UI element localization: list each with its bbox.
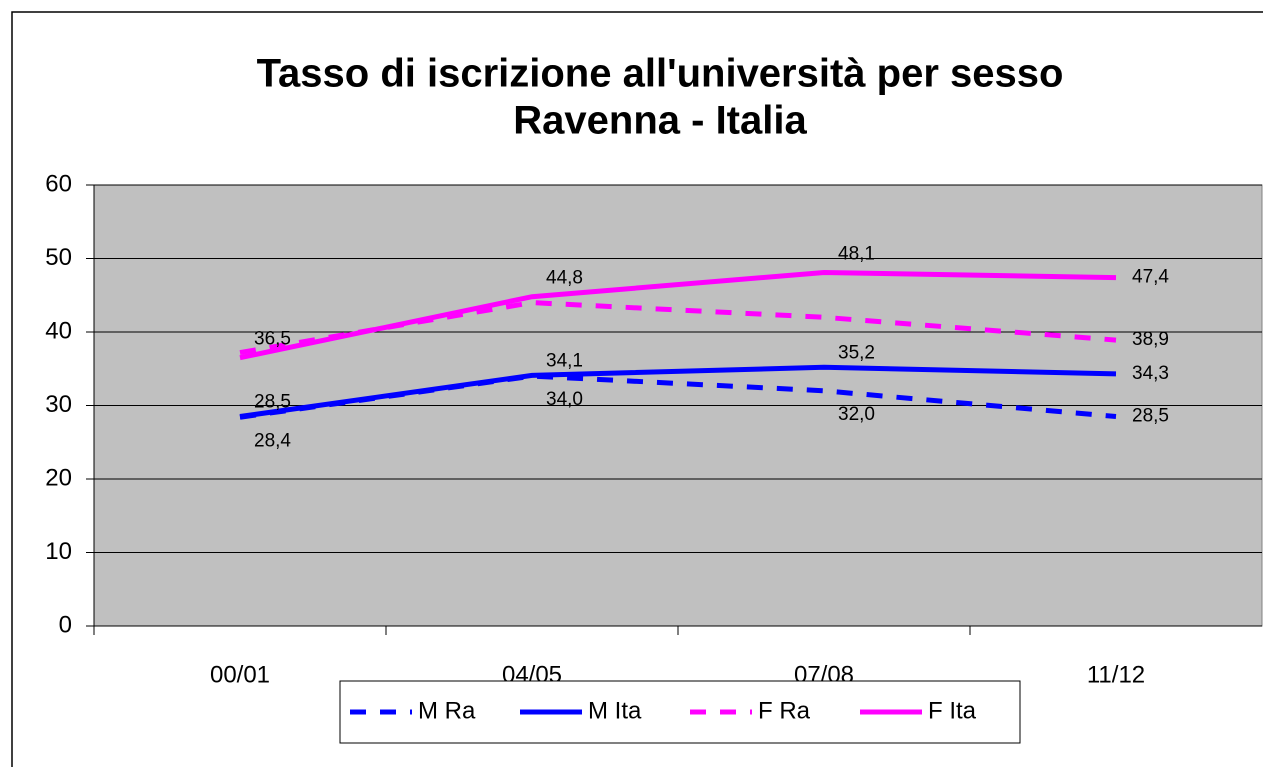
x-tick-label: 11/12 (1087, 661, 1145, 688)
y-tick-label: 60 (45, 170, 72, 197)
data-label: 34,0 (546, 389, 583, 410)
y-tick-label: 0 (59, 611, 72, 638)
data-label: 28,4 (254, 430, 291, 451)
data-label: 28,5 (254, 392, 291, 413)
y-tick-label: 40 (45, 317, 72, 344)
data-label: 32,0 (838, 404, 875, 425)
legend-label: M Ita (588, 697, 642, 724)
chart-subtitle: Ravenna - Italia (513, 99, 807, 143)
data-label: 44,8 (546, 268, 583, 289)
legend-label: F Ra (758, 697, 811, 724)
y-tick-label: 50 (45, 244, 72, 271)
data-label: 38,9 (1132, 329, 1169, 350)
y-tick-label: 30 (45, 391, 72, 418)
data-label: 34,3 (1132, 363, 1169, 384)
data-label: 34,1 (546, 350, 583, 371)
series-line (239, 269, 1117, 361)
data-label: 35,2 (838, 342, 875, 363)
chart-title: Tasso di iscrizione all'università per s… (257, 52, 1064, 96)
y-tick-label: 10 (45, 538, 72, 565)
legend-label: F Ita (928, 697, 977, 724)
data-label: 36,5 (254, 329, 291, 350)
series-line (239, 373, 1117, 420)
series-line (239, 364, 1117, 420)
x-tick-label: 00/01 (210, 661, 270, 688)
series-line (239, 300, 1117, 356)
data-label: 48,1 (838, 243, 875, 264)
legend-label: M Ra (418, 697, 476, 724)
data-label: 47,4 (1132, 267, 1169, 288)
data-label: 28,5 (1132, 406, 1169, 427)
y-tick-label: 20 (45, 464, 72, 491)
